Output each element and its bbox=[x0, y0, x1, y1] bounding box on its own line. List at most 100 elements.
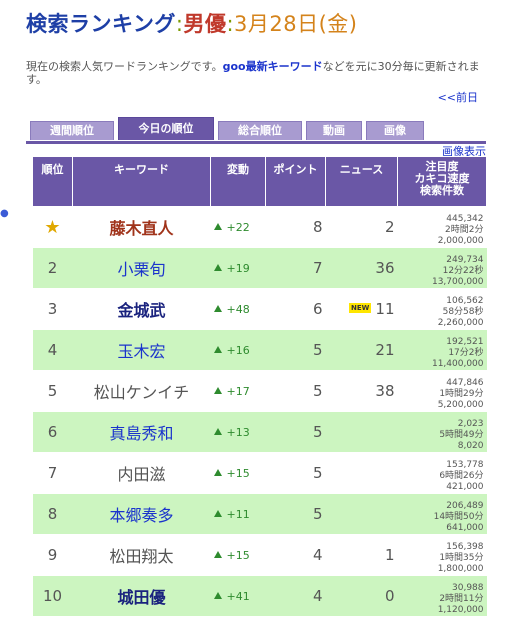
points-cell: 5 bbox=[265, 411, 326, 453]
up-arrow-icon bbox=[213, 304, 222, 312]
tab-image[interactable]: 画像 bbox=[366, 121, 424, 140]
change-cell: +41 bbox=[210, 575, 266, 617]
rank-cell: 8 bbox=[32, 493, 73, 535]
points-cell: 5 bbox=[265, 329, 326, 371]
change-value: +22 bbox=[226, 220, 250, 234]
rank-cell: 10 bbox=[32, 575, 73, 617]
rank-cell: 6 bbox=[32, 411, 73, 453]
news-cell: NEW 11 bbox=[325, 288, 398, 330]
image-display-link[interactable]: 画像表示 bbox=[442, 145, 486, 158]
prev-day-link[interactable]: <<前日 bbox=[437, 91, 478, 104]
up-arrow-icon bbox=[213, 386, 222, 394]
col-stats-attention: 注目度 bbox=[425, 160, 459, 173]
keyword-link[interactable]: 城田優 bbox=[72, 575, 211, 617]
speed-value: 17分2秒 bbox=[448, 348, 484, 358]
stats-cell: 445,342 2時間2分 2,000,000 bbox=[397, 206, 487, 248]
title-ranking: 検索ランキング bbox=[26, 12, 176, 36]
stats-cell: 156,398 1時間35分 1,800,000 bbox=[397, 534, 487, 576]
goo-link[interactable]: goo bbox=[222, 60, 246, 73]
table-row: 5 松山ケンイチ +17 5 38 447,846 1時間29分 5,200,000 bbox=[32, 370, 487, 412]
count-value: 13,700,000 bbox=[431, 277, 484, 287]
up-arrow-icon bbox=[213, 468, 222, 476]
rank-cell: 5 bbox=[32, 370, 73, 412]
change-cell: +16 bbox=[210, 329, 266, 371]
speed-value: 58分58秒 bbox=[442, 307, 484, 317]
count-value: 641,000 bbox=[446, 523, 484, 533]
star-icon: ★ bbox=[44, 216, 61, 238]
keyword-link[interactable]: 玉木宏 bbox=[72, 329, 211, 371]
speed-value: 12分22秒 bbox=[442, 266, 484, 276]
table-row: 9 松田翔太 +15 4 1 156,398 1時間35分 1,800,000 bbox=[32, 534, 487, 576]
col-rank: 順位 bbox=[32, 156, 73, 207]
change-cell: +11 bbox=[210, 493, 266, 535]
up-arrow-icon bbox=[213, 427, 222, 435]
news-count: 38 bbox=[375, 382, 395, 400]
tab-video[interactable]: 動画 bbox=[306, 121, 362, 140]
rank-cell: 3 bbox=[32, 288, 73, 330]
tab-weekly[interactable]: 週間順位 bbox=[30, 121, 114, 140]
change-value: +19 bbox=[226, 261, 250, 275]
speed-value: 1時間29分 bbox=[439, 389, 484, 399]
count-value: 1,120,000 bbox=[437, 605, 484, 615]
attention-value: 156,398 bbox=[446, 542, 484, 552]
description: 現在の検索人気ワードランキングです。goo最新キーワードなどを元に30分毎に更新… bbox=[26, 60, 496, 86]
up-arrow-icon bbox=[213, 345, 222, 353]
latest-keyword-link[interactable]: 最新キーワード bbox=[245, 60, 323, 73]
change-value: +16 bbox=[226, 343, 250, 357]
news-cell bbox=[325, 493, 398, 535]
change-cell: +22 bbox=[210, 206, 266, 248]
change-value: +48 bbox=[226, 302, 250, 316]
table-row: 6 真島秀和 +13 5 2,023 5時間49分 8,020 bbox=[32, 411, 487, 453]
news-count: 21 bbox=[375, 341, 395, 359]
rank-cell: 2 bbox=[32, 247, 73, 289]
speed-value: 6時間26分 bbox=[439, 471, 484, 481]
change-value: +15 bbox=[226, 548, 250, 562]
count-value: 11,400,000 bbox=[431, 359, 484, 369]
keyword-link[interactable]: 金城武 bbox=[72, 288, 211, 330]
attention-value: 2,023 bbox=[457, 419, 484, 429]
col-keyword: キーワード bbox=[72, 156, 211, 207]
points-cell: 4 bbox=[265, 534, 326, 576]
table-row: 3 金城武 +48 6 NEW 11 106,562 58分58秒 2,260,000 bbox=[32, 288, 487, 330]
up-arrow-icon bbox=[213, 263, 222, 271]
keyword-link[interactable]: 松山ケンイチ bbox=[72, 370, 211, 412]
rank-cell: ★ bbox=[32, 206, 73, 248]
rank-cell: 4 bbox=[32, 329, 73, 371]
news-cell: 2 bbox=[325, 206, 398, 248]
stats-cell: 447,846 1時間29分 5,200,000 bbox=[397, 370, 487, 412]
description-text: 現在の検索人気ワードランキングです。 bbox=[26, 60, 223, 73]
keyword-link[interactable]: 本郷奏多 bbox=[72, 493, 211, 535]
news-cell: 0 bbox=[325, 575, 398, 617]
title-date: 3月28日(金) bbox=[234, 12, 358, 36]
rank-cell: 9 bbox=[32, 534, 73, 576]
title-separator: : bbox=[226, 12, 235, 36]
keyword-link[interactable]: 藤木直人 bbox=[72, 206, 211, 248]
attention-value: 153,778 bbox=[446, 460, 484, 470]
keyword-link[interactable]: 内田滋 bbox=[72, 452, 211, 494]
rank-cell: 7 bbox=[32, 452, 73, 494]
change-value: +17 bbox=[226, 384, 250, 398]
speed-value: 2時間2分 bbox=[445, 225, 484, 235]
count-value: 8,020 bbox=[457, 441, 484, 451]
col-change: 変動 bbox=[210, 156, 266, 207]
keyword-link[interactable]: 真島秀和 bbox=[72, 411, 211, 453]
col-stats-count: 検索件数 bbox=[420, 184, 464, 197]
change-value: +15 bbox=[226, 466, 250, 480]
keyword-link[interactable]: 小栗旬 bbox=[72, 247, 211, 289]
keyword-link[interactable]: 松田翔太 bbox=[72, 534, 211, 576]
points-cell: 6 bbox=[265, 288, 326, 330]
change-value: +41 bbox=[226, 589, 250, 603]
news-cell: 38 bbox=[325, 370, 398, 412]
table-row: 8 本郷奏多 +11 5 206,489 14時間50分 641,000 bbox=[32, 493, 487, 535]
tab-today[interactable]: 今日の順位 bbox=[118, 117, 214, 140]
title-separator: : bbox=[175, 12, 184, 36]
table-header-row: 順位 キーワード 変動 ポイント ニュース 注目度 カキコ速度 検索件数 bbox=[32, 156, 487, 207]
tab-overall[interactable]: 総合順位 bbox=[218, 121, 302, 140]
news-count: 36 bbox=[375, 259, 395, 277]
speed-value: 5時間49分 bbox=[439, 430, 484, 440]
page-title: 検索ランキング:男優:3月28日(金) bbox=[26, 8, 358, 38]
attention-value: 445,342 bbox=[446, 214, 484, 224]
attention-value: 249,734 bbox=[446, 255, 484, 265]
count-value: 2,260,000 bbox=[437, 318, 484, 328]
speed-value: 14時間50分 bbox=[433, 512, 484, 522]
